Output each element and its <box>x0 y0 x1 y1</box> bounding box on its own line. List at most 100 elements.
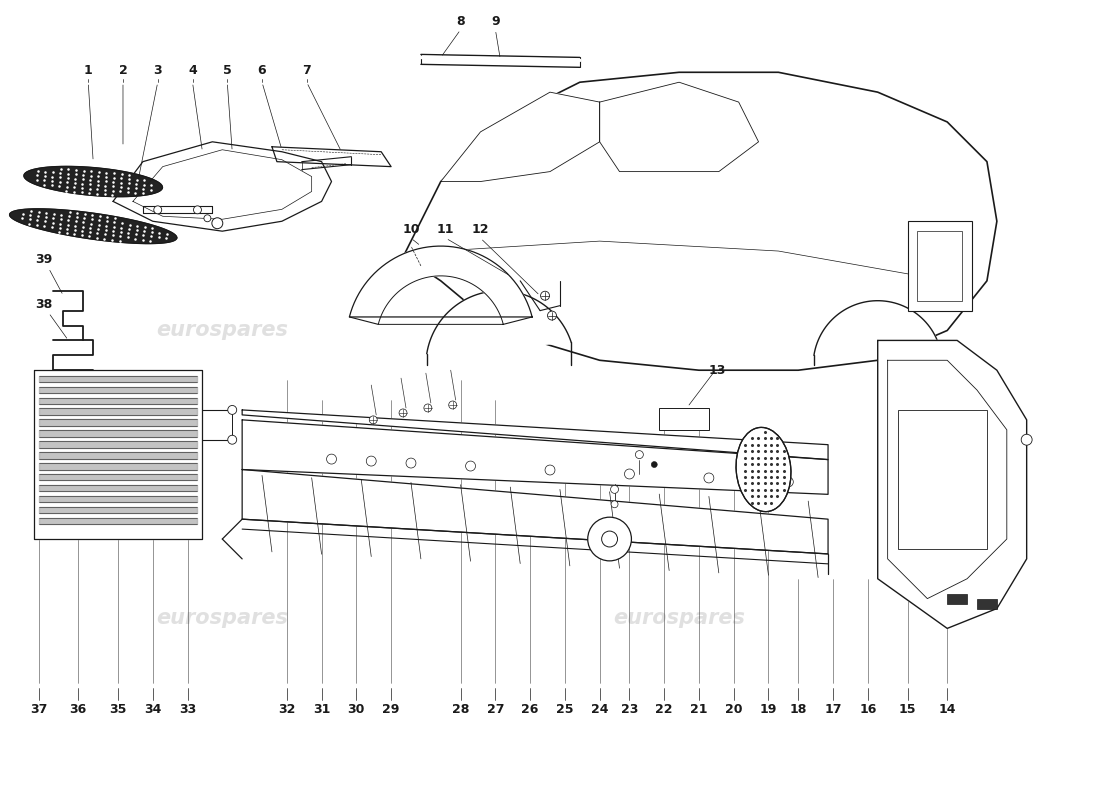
Text: 10: 10 <box>403 223 420 236</box>
Polygon shape <box>24 166 163 197</box>
Circle shape <box>212 218 223 229</box>
Polygon shape <box>34 370 202 539</box>
Ellipse shape <box>736 427 791 512</box>
Text: eurospares: eurospares <box>613 321 745 341</box>
Circle shape <box>548 311 557 320</box>
Text: 36: 36 <box>69 703 87 716</box>
Text: 2: 2 <box>119 64 128 78</box>
Polygon shape <box>39 419 198 426</box>
Circle shape <box>228 406 236 414</box>
Bar <box>977 598 997 609</box>
Text: 32: 32 <box>278 703 296 716</box>
Circle shape <box>783 477 793 487</box>
Circle shape <box>1021 434 1032 445</box>
Polygon shape <box>39 452 198 458</box>
Text: 37: 37 <box>30 703 47 716</box>
Circle shape <box>465 461 475 471</box>
Circle shape <box>154 206 162 214</box>
Circle shape <box>612 501 618 508</box>
Polygon shape <box>39 398 198 404</box>
Circle shape <box>228 435 236 444</box>
Polygon shape <box>427 290 571 354</box>
Polygon shape <box>113 142 331 231</box>
Polygon shape <box>402 72 997 370</box>
Polygon shape <box>39 409 198 415</box>
Text: 3: 3 <box>153 64 162 78</box>
Circle shape <box>204 214 211 222</box>
Circle shape <box>704 473 714 483</box>
Circle shape <box>610 486 618 494</box>
Polygon shape <box>242 410 828 459</box>
Circle shape <box>194 206 201 214</box>
Polygon shape <box>39 485 198 491</box>
Text: 24: 24 <box>591 703 608 716</box>
Circle shape <box>540 291 550 300</box>
Polygon shape <box>39 506 198 514</box>
Polygon shape <box>350 246 532 324</box>
Text: 14: 14 <box>938 703 956 716</box>
Text: 19: 19 <box>760 703 778 716</box>
Bar <box>898 410 987 549</box>
Polygon shape <box>39 376 198 382</box>
Polygon shape <box>39 442 198 448</box>
Polygon shape <box>10 209 177 243</box>
Text: 23: 23 <box>620 703 638 716</box>
Polygon shape <box>600 82 759 171</box>
Circle shape <box>651 462 658 467</box>
Text: 4: 4 <box>188 64 197 78</box>
Text: 5: 5 <box>223 64 232 78</box>
Text: 7: 7 <box>302 64 311 78</box>
Text: 27: 27 <box>486 703 504 716</box>
Polygon shape <box>39 463 198 470</box>
Text: 13: 13 <box>708 364 726 377</box>
Text: 38: 38 <box>35 298 52 310</box>
Text: 35: 35 <box>109 703 126 716</box>
Circle shape <box>370 416 377 424</box>
Text: 18: 18 <box>790 703 807 716</box>
Text: 6: 6 <box>257 64 266 78</box>
Text: eurospares: eurospares <box>156 609 288 629</box>
Text: 20: 20 <box>725 703 742 716</box>
Text: 17: 17 <box>824 703 842 716</box>
Text: 22: 22 <box>656 703 673 716</box>
Text: 11: 11 <box>437 223 454 236</box>
Text: 26: 26 <box>521 703 539 716</box>
Bar <box>908 222 972 310</box>
Text: 31: 31 <box>312 703 330 716</box>
Text: 15: 15 <box>899 703 916 716</box>
Circle shape <box>406 458 416 468</box>
Text: 8: 8 <box>456 14 465 28</box>
Circle shape <box>625 469 635 479</box>
Text: 25: 25 <box>557 703 573 716</box>
Text: 1: 1 <box>84 64 92 78</box>
Polygon shape <box>39 430 198 437</box>
Polygon shape <box>242 420 828 494</box>
Polygon shape <box>441 92 600 182</box>
Text: 39: 39 <box>35 253 52 266</box>
Polygon shape <box>272 146 392 166</box>
Polygon shape <box>39 386 198 393</box>
Bar <box>917 231 962 301</box>
Text: 33: 33 <box>179 703 196 716</box>
Text: eurospares: eurospares <box>156 321 288 341</box>
Bar <box>659 408 708 430</box>
Circle shape <box>544 465 556 475</box>
Text: 34: 34 <box>144 703 162 716</box>
Circle shape <box>449 401 456 409</box>
Text: 29: 29 <box>383 703 399 716</box>
Circle shape <box>366 456 376 466</box>
Circle shape <box>399 409 407 417</box>
Circle shape <box>602 531 617 547</box>
Circle shape <box>636 450 644 458</box>
Text: 28: 28 <box>452 703 470 716</box>
Text: 30: 30 <box>348 703 365 716</box>
Text: 21: 21 <box>690 703 707 716</box>
Text: 9: 9 <box>491 14 499 28</box>
Polygon shape <box>39 474 198 481</box>
Polygon shape <box>878 341 1026 629</box>
Polygon shape <box>39 518 198 524</box>
Circle shape <box>424 404 432 412</box>
Polygon shape <box>814 301 942 355</box>
Text: 16: 16 <box>859 703 877 716</box>
Bar <box>947 594 967 603</box>
